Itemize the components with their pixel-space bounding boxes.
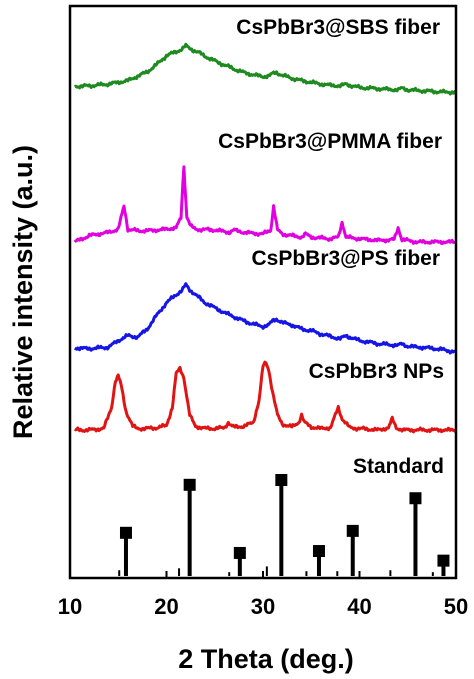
- standard-marker-9: [312, 545, 325, 558]
- x-tick-label-2: 30: [251, 594, 275, 619]
- standard-marker-11: [346, 524, 359, 537]
- series-line-2: [74, 282, 457, 355]
- standard-marker-13: [409, 492, 422, 505]
- standard-marker-5: [233, 546, 246, 559]
- standard-marker-3: [183, 478, 196, 491]
- standard-marker-1: [119, 526, 132, 539]
- x-axis-ticks: 10 20 30 40 50: [58, 571, 468, 619]
- series-line-0: [73, 42, 457, 96]
- series-traces: [73, 42, 457, 434]
- series-line-3: [73, 360, 457, 434]
- series-label-1: CsPbBr3@PMMA fiber: [218, 130, 442, 153]
- series-labels: CsPbBr3@SBS fiber CsPbBr3@PMMA fiber CsP…: [218, 16, 444, 478]
- x-tick-label-4: 50: [444, 594, 468, 619]
- series-label-4: Standard: [353, 455, 444, 478]
- standard-sticks: [118, 474, 450, 576]
- y-axis-title: Relative intensity (a.u.): [8, 145, 38, 439]
- standard-marker-7: [275, 474, 288, 486]
- standard-marker-15: [437, 554, 450, 567]
- x-tick-label-0: 10: [58, 594, 82, 619]
- series-label-3: CsPbBr3 NPs: [309, 360, 444, 383]
- x-axis-title: 2 Theta (deg.): [178, 644, 354, 674]
- x-tick-label-3: 40: [347, 594, 371, 619]
- x-tick-label-1: 20: [154, 594, 178, 619]
- series-label-0: CsPbBr3@SBS fiber: [236, 16, 440, 39]
- series-label-2: CsPbBr3@PS fiber: [251, 247, 440, 270]
- series-line-1: [73, 165, 457, 245]
